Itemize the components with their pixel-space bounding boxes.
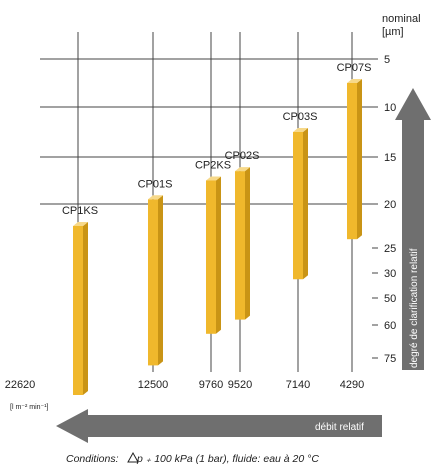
bar-top-2 xyxy=(206,176,221,181)
bar-side-3 xyxy=(245,167,250,320)
bar-side-2 xyxy=(216,176,221,334)
x-arrow-shape xyxy=(56,409,382,443)
y-tick-label-3: 20 xyxy=(384,199,396,211)
bar-cp03s xyxy=(293,128,308,280)
bar-cp2ks xyxy=(206,176,221,334)
x-tick-label-3: 9520 xyxy=(228,379,252,391)
y-tick-label-8: 75 xyxy=(384,353,396,365)
conditions-prefix: Conditions: xyxy=(66,453,119,465)
bar-top-5 xyxy=(347,79,362,83)
y-tick-label-1: 10 xyxy=(384,102,396,114)
x-tick-label-4: 7140 xyxy=(286,379,310,391)
bar-front-3 xyxy=(235,171,245,320)
x-arrow: débit relatif xyxy=(56,409,382,443)
bar-label-3: CP02S xyxy=(225,150,260,162)
bar-top-1 xyxy=(148,195,163,200)
bar-top-4 xyxy=(293,128,308,132)
y-unit-nominal: nominal xyxy=(382,13,421,25)
bars-group xyxy=(73,79,362,395)
x-axis-label: débit relatif xyxy=(315,422,364,433)
bar-top-3 xyxy=(235,167,250,172)
bar-label-4: CP03S xyxy=(283,111,318,123)
bar-front-1 xyxy=(148,199,158,366)
bar-cp07s xyxy=(347,79,362,240)
bar-front-0 xyxy=(73,226,83,395)
conditions-note: Conditions: p ₊ 100 kPa (1 bar), fluide:… xyxy=(66,451,319,465)
y-tick-label-4: 25 xyxy=(384,243,396,255)
y-arrow: degré de clarification relatif xyxy=(395,88,431,370)
bar-label-1: CP01S xyxy=(138,178,173,190)
delta-icon xyxy=(127,451,139,463)
y-tick-label-0: 5 xyxy=(384,54,390,66)
y-tick-label-6: 50 xyxy=(384,293,396,305)
bar-front-5 xyxy=(347,83,357,240)
y-arrow-shape xyxy=(395,88,431,370)
x-tick-label-1: 12500 xyxy=(138,379,169,391)
x-tick-label-5: 4290 xyxy=(340,379,364,391)
x-tick-label-2: 9760 xyxy=(199,379,223,391)
x-unit: [l m⁻² min⁻¹] xyxy=(10,404,49,411)
conditions-text: p ₊ 100 kPa (1 bar), fluide: eau à 20 °C xyxy=(136,453,319,465)
bar-side-0 xyxy=(83,222,88,395)
bar-cp1ks xyxy=(73,222,88,395)
bar-cp02s xyxy=(235,167,250,320)
y-tick-label-5: 30 xyxy=(384,268,396,280)
bar-side-5 xyxy=(357,79,362,240)
bar-label-0: CP1KS xyxy=(62,205,98,217)
bar-cp01s xyxy=(148,195,163,366)
x-tick-labels: 22620 12500 9760 9520 7140 4290 xyxy=(5,379,365,391)
y-axis-label: degré de clarification relatif xyxy=(409,248,420,368)
bar-front-2 xyxy=(206,180,216,334)
y-tick-labels: 5 10 15 20 25 30 50 60 75 xyxy=(384,54,396,365)
bar-label-5: CP07S xyxy=(337,62,372,74)
bar-top-0 xyxy=(73,222,88,226)
bar-label-2: CP2KS xyxy=(195,160,231,172)
bar-front-4 xyxy=(293,132,303,280)
bar-side-4 xyxy=(303,128,308,280)
x-tick-label-0: 22620 xyxy=(5,379,36,391)
bar-side-1 xyxy=(158,195,163,366)
y-unit-um: [µm] xyxy=(382,26,404,38)
y-tick-label-2: 15 xyxy=(384,152,396,164)
y-tick-label-7: 60 xyxy=(384,320,396,332)
